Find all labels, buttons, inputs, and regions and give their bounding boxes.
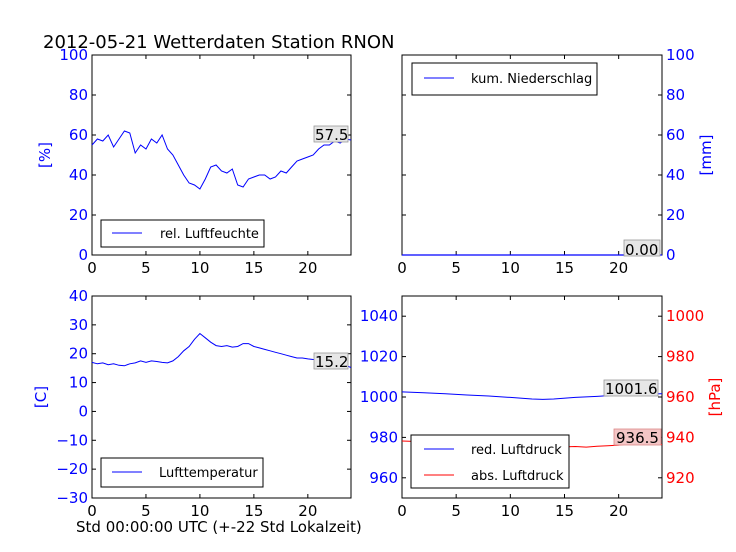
- figure-title: 2012-05-21 Wetterdaten Station RNON: [43, 32, 394, 53]
- y-tick-label: 1000: [360, 388, 398, 406]
- x-axis-label: Std 00:00:00 UTC (+-22 Std Lokalzeit): [76, 518, 362, 536]
- temperature-last-value: 15.2: [315, 353, 348, 371]
- precipitation-panel: 0 5 10 15 20 0 20 40 60 80 100 kum. Niederschlag 0…: [397, 46, 715, 277]
- y-tick-label: 60: [666, 126, 685, 144]
- reduced-pressure-last-value: 1001.6: [605, 380, 658, 398]
- y-tick-label: 20: [666, 206, 685, 224]
- x-tick-label: 5: [451, 502, 461, 520]
- precipitation-last-value: 0.00: [625, 241, 658, 259]
- y2-tick-label: 920: [666, 469, 695, 487]
- humidity-legend-label: rel. Luftfeuchte: [160, 227, 259, 242]
- x-tick-label: 15: [555, 502, 574, 520]
- x-tick-label: 15: [244, 502, 263, 520]
- y-tick-label: 10: [69, 374, 88, 392]
- temperature-ylabel: [C]: [32, 386, 50, 408]
- temperature-legend: Lufttemperatur: [100, 457, 264, 488]
- humidity-last-value: 57.5: [315, 126, 348, 144]
- x-tick-label: 5: [451, 259, 461, 277]
- x-tick-label: 10: [501, 502, 520, 520]
- temperature-legend-label: Lufttemperatur: [159, 466, 258, 481]
- x-tick-label: 0: [87, 502, 97, 520]
- x-tick-label: 10: [501, 259, 520, 277]
- x-tick-label: 10: [190, 502, 209, 520]
- x-tick-label: 20: [609, 259, 628, 277]
- y-tick-label: 60: [69, 126, 88, 144]
- y-tick-label: 40: [69, 166, 88, 184]
- y-tick-label: 20: [69, 345, 88, 363]
- y-tick-label: 80: [69, 86, 88, 104]
- pressure-legend: red. Luftdruck abs. Luftdruck: [410, 434, 570, 489]
- y-tick-label: 1020: [360, 348, 398, 366]
- y-tick-label: 0: [666, 246, 676, 264]
- humidity-ylabel: [%]: [36, 142, 54, 168]
- humidity-line: [91, 130, 352, 190]
- temperature-panel: 0 5 10 15 20 −30 −20 −10 0 10 20 30 40 Lufttemperatu…: [32, 287, 352, 520]
- y-tick-label: 0: [78, 246, 88, 264]
- y-tick-label: 1040: [360, 307, 398, 325]
- absolute-pressure-legend-label: abs. Luftdruck: [471, 469, 564, 484]
- absolute-pressure-last-value: 936.5: [616, 429, 659, 447]
- y-tick-label: 980: [369, 428, 398, 446]
- x-tick-label: 0: [397, 502, 407, 520]
- y-tick-label: 40: [666, 166, 685, 184]
- pressure-panel: 0 5 10 15 20 960 980 1000 1020 1040 920 940 960 980 10…: [360, 295, 724, 520]
- x-tick-label: 0: [397, 259, 407, 277]
- y-tick-label: 0: [78, 402, 88, 420]
- x-tick-label: 5: [141, 259, 151, 277]
- x-tick-label: 10: [190, 259, 209, 277]
- y-tick-label: 80: [666, 86, 685, 104]
- humidity-panel: 0 5 10 15 20 0 20 40 60 80 100 rel. Luftfeuchte 57…: [36, 46, 352, 277]
- y2-tick-label: 940: [666, 428, 695, 446]
- pressure-ylabel: [hPa]: [706, 378, 724, 417]
- x-tick-label: 20: [298, 502, 317, 520]
- y-tick-label: 30: [69, 316, 88, 334]
- y-tick-label: −30: [56, 489, 88, 507]
- x-tick-label: 15: [244, 259, 263, 277]
- reduced-pressure-legend-label: red. Luftdruck: [471, 443, 562, 458]
- x-tick-label: 20: [298, 259, 317, 277]
- x-tick-label: 20: [609, 502, 628, 520]
- y-tick-label: 20: [69, 206, 88, 224]
- y2-tick-label: 980: [666, 348, 695, 366]
- y2-tick-label: 1000: [666, 307, 704, 325]
- y-tick-label: 960: [369, 469, 398, 487]
- x-tick-label: 0: [87, 259, 97, 277]
- precipitation-legend: kum. Niederschlag: [411, 62, 598, 96]
- y2-tick-label: 960: [666, 388, 695, 406]
- humidity-legend: rel. Luftfeuchte: [100, 219, 265, 248]
- x-tick-label: 5: [141, 502, 151, 520]
- y-tick-label: 100: [59, 46, 88, 64]
- y-tick-label: 40: [69, 287, 88, 305]
- y-tick-label: 100: [666, 46, 695, 64]
- y-tick-label: −20: [56, 460, 88, 478]
- precipitation-legend-label: kum. Niederschlag: [471, 72, 592, 87]
- x-tick-label: 15: [555, 259, 574, 277]
- y-tick-label: −10: [56, 431, 88, 449]
- precipitation-ylabel: [mm]: [697, 135, 715, 176]
- temperature-line: [91, 332, 352, 369]
